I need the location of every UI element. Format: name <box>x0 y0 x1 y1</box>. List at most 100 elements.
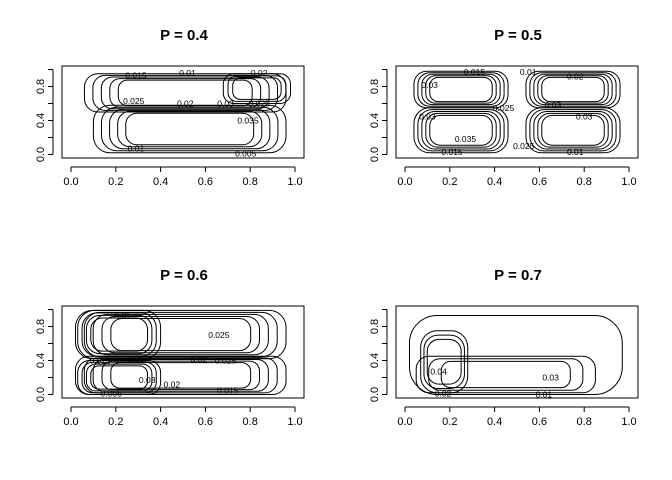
x-axis: 0.0 0.2 0.4 0.6 0.8 1.0 <box>397 166 637 188</box>
y-tick-label: 0.4 <box>369 113 381 128</box>
contour-label: 0.025 <box>89 356 111 366</box>
contour-labels: 0.04 0.03 0.02 0.01 <box>430 367 559 400</box>
contour-line <box>408 314 623 396</box>
contour-label: 0.025 <box>513 141 535 151</box>
panel-title: P = 0.5 <box>494 27 542 44</box>
contour-line <box>425 112 497 148</box>
contour-label: 0.025 <box>493 103 515 113</box>
x-tick-label: 0.8 <box>243 416 258 428</box>
y-axis: 0.0 0.4 0.8 <box>369 309 388 402</box>
contour-label: 0.01 <box>536 390 553 400</box>
panel-title: P = 0.4 <box>160 27 208 44</box>
y-tick-label: 0.0 <box>35 387 47 402</box>
x-tick-label: 1.0 <box>287 176 302 188</box>
contour-label: 0.03 <box>139 375 156 385</box>
contour-label: 0.035 <box>237 116 259 126</box>
contour-line <box>541 76 605 103</box>
y-axis: 0.0 0.4 0.8 <box>369 69 388 162</box>
contour-panel-p04: P = 0.4 0.015 0.01 0.020.025 0.02 0.03 0.0250… <box>35 27 305 188</box>
contour-label: 0.005 <box>235 149 257 159</box>
y-axis: 0.0 0.4 0.8 <box>35 309 54 402</box>
contour-label: 0.01 <box>128 144 145 154</box>
panel-title: P = 0.7 <box>494 267 542 284</box>
x-tick-label: 0.0 <box>397 176 412 188</box>
contour-line <box>90 317 149 352</box>
contour-label: 0.03 <box>421 80 438 90</box>
contour-line <box>125 112 255 146</box>
x-tick-label: 0.4 <box>487 176 502 188</box>
contour-lines <box>413 70 621 154</box>
y-tick-label: 0.4 <box>369 353 381 368</box>
contour-panel-p05: P = 0.5 0.015 0.01 0.020.030.025 0.030.03 0.… <box>369 27 639 188</box>
contour-line <box>90 365 149 390</box>
contour-line <box>92 313 269 356</box>
contour-line <box>417 72 505 107</box>
contour-label: 0.01 <box>114 310 131 320</box>
contour-label: 0.025 <box>208 330 230 340</box>
contour-line <box>421 111 501 150</box>
contour-line <box>428 358 584 391</box>
contour-label: 0.03 <box>545 100 562 110</box>
contour-line <box>421 73 501 106</box>
plot-frame <box>61 65 305 159</box>
contour-label: 0.025 <box>123 96 145 106</box>
contour-line <box>110 317 252 352</box>
contour-line <box>92 74 279 111</box>
contour-line <box>222 73 292 104</box>
y-axis: 0.0 0.4 0.8 <box>35 69 54 162</box>
contour-line <box>101 360 261 391</box>
contour-label: 0.01 <box>179 68 196 78</box>
contour-label: 0.035 <box>455 134 477 144</box>
y-tick-label: 0.0 <box>35 147 47 162</box>
contour-line <box>74 309 287 360</box>
contour-labels: 0.015 0.01 0.02 0.025 0.02 0.03 0.025 0.035 0.01… <box>123 68 270 159</box>
contour-line <box>429 114 493 146</box>
x-tick-label: 0.8 <box>577 416 592 428</box>
contour-line <box>541 114 605 146</box>
x-tick-label: 0.0 <box>397 416 412 428</box>
contour-line <box>77 309 162 360</box>
contour-line <box>529 109 617 152</box>
contour-label: 0.02 <box>164 379 181 389</box>
contour-line <box>85 363 153 392</box>
x-tick-label: 0.2 <box>442 416 457 428</box>
x-axis: 0.0 0.2 0.4 0.6 0.8 1.0 <box>63 406 303 428</box>
contour-line <box>83 311 278 358</box>
contour-line <box>92 358 269 392</box>
x-tick-label: 0.8 <box>577 176 592 188</box>
contour-lines <box>408 314 623 396</box>
x-tick-label: 1.0 <box>621 416 636 428</box>
contour-label: 0.03 <box>217 99 234 109</box>
contour-label: 0.025 <box>249 99 271 109</box>
contour-line <box>537 112 609 148</box>
contour-label: 0.025 <box>215 356 237 366</box>
y-tick-label: 0.0 <box>369 147 381 162</box>
x-tick-label: 0.4 <box>153 176 168 188</box>
contour-line <box>423 334 465 389</box>
y-tick-label: 0.8 <box>369 319 381 334</box>
x-tick-label: 0.6 <box>532 176 547 188</box>
x-tick-label: 0.6 <box>532 416 547 428</box>
x-tick-label: 0.0 <box>63 416 78 428</box>
contour-line <box>232 77 282 100</box>
y-tick-label: 0.4 <box>35 353 47 368</box>
x-tick-label: 0.6 <box>198 416 213 428</box>
x-tick-label: 0.4 <box>153 416 168 428</box>
contour-line <box>109 108 271 150</box>
x-tick-label: 0.8 <box>243 176 258 188</box>
contour-label: 0.005 <box>101 389 123 399</box>
contour-line <box>110 362 252 389</box>
contour-label: 0.01 <box>520 67 537 77</box>
contour-label: 0.015 <box>125 70 147 80</box>
contour-line <box>227 75 287 102</box>
contour-line <box>415 355 596 394</box>
contour-panel-p07: P = 0.7 0.04 0.03 0.02 0.01 0.0 0.2 0.4 0.6 0.8… <box>369 267 639 428</box>
plot-frame <box>395 305 639 399</box>
y-tick-label: 0.0 <box>369 387 381 402</box>
contour-labels: 0.01 0.025 0.025 0.03 0.02 0.025 0.02 0.03 0.005… <box>89 310 238 398</box>
contour-line <box>117 110 263 148</box>
contour-line <box>425 75 497 104</box>
contour-line <box>85 314 153 355</box>
